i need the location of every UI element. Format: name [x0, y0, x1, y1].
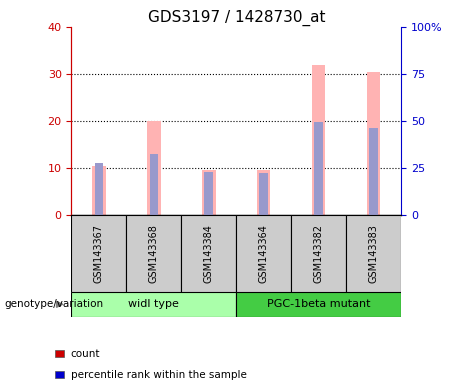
Bar [95, 163, 103, 215]
Text: GSM143384: GSM143384 [204, 224, 214, 283]
Bar [314, 122, 323, 215]
Text: percentile rank within the sample: percentile rank within the sample [71, 370, 247, 380]
Bar [149, 154, 158, 215]
Text: GSM143367: GSM143367 [94, 224, 104, 283]
Bar [260, 173, 268, 215]
Bar [71, 215, 126, 292]
Text: count: count [71, 349, 100, 359]
Bar [92, 166, 106, 215]
Text: GSM143364: GSM143364 [259, 224, 269, 283]
Bar [205, 172, 213, 215]
Bar [312, 65, 325, 215]
Bar [346, 215, 401, 292]
Text: PGC-1beta mutant: PGC-1beta mutant [267, 299, 371, 310]
Text: genotype/variation: genotype/variation [5, 299, 104, 310]
Text: GSM143383: GSM143383 [369, 224, 378, 283]
Text: GSM143368: GSM143368 [149, 224, 159, 283]
Bar [181, 215, 236, 292]
Bar [147, 121, 160, 215]
Bar [367, 71, 380, 215]
Title: GDS3197 / 1428730_at: GDS3197 / 1428730_at [148, 9, 325, 25]
Bar [71, 292, 236, 317]
Bar [126, 215, 181, 292]
Text: GSM143382: GSM143382 [313, 224, 324, 283]
Text: widl type: widl type [129, 299, 179, 310]
Bar [202, 170, 216, 215]
Bar [257, 170, 271, 215]
Bar [291, 215, 346, 292]
Bar [236, 292, 401, 317]
Bar [236, 215, 291, 292]
Bar [369, 128, 378, 215]
